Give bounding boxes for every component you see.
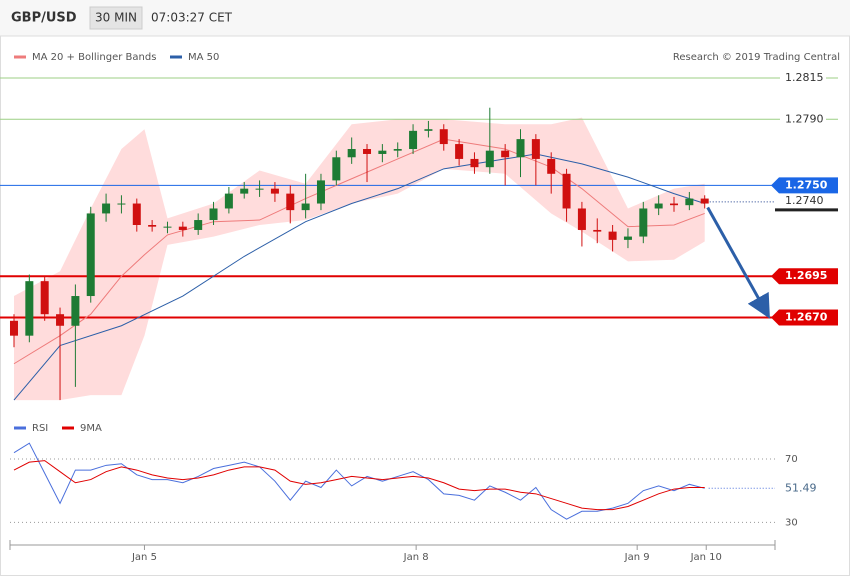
candle-body [286,193,295,211]
y-tick-label: 70 [785,454,798,465]
candle-body [178,226,187,230]
candle-body [117,203,126,205]
candle-body [301,203,310,211]
ma-line [13,153,705,401]
candle-body [378,150,387,154]
level-label: 1.2670 [785,311,828,324]
candle-body [501,150,510,158]
candle-body [700,198,709,204]
candle-body [516,139,525,158]
bollinger-band [13,117,705,401]
candle-body [455,144,464,159]
candle-body [639,208,648,237]
candle-body [547,158,556,174]
level-label: 1.2790 [785,112,824,125]
x-tick-label: Jan 8 [403,552,429,563]
candle-body [132,203,141,225]
x-tick-label: Jan 9 [624,552,650,563]
candle-body [608,231,617,240]
candle-body [562,173,571,209]
candle-body [163,226,172,228]
clock: 07:03:27 CET [151,11,233,25]
candle-body [270,188,279,194]
level-label-box [771,177,838,194]
candle-body [685,198,694,206]
candle-body [56,314,65,326]
candle-body [623,236,632,240]
candle-body [9,320,18,336]
candle-body [102,203,111,214]
x-tick-label: Jan 5 [131,552,157,563]
legend-label: MA 50 [188,52,219,63]
indicator-line [13,442,705,520]
candle-body [148,225,157,227]
candle-body [593,229,602,232]
level-label-bg [780,70,826,85]
level-label: 1.2815 [785,71,824,84]
level-label-bg [780,112,826,127]
candle-body [439,129,448,145]
candle-body [86,213,95,297]
candle-body [654,203,663,209]
symbol: GBP/USD [11,11,77,26]
indicator-line [13,460,705,511]
timeframe: 30 MIN [95,11,137,25]
candle-body [224,193,233,209]
candle-body [531,139,540,159]
candle-body [409,130,418,150]
candle-body [240,188,249,194]
last-value-label: 51.49 [785,481,817,494]
candle-body [316,180,325,204]
candle-body [347,149,356,158]
candle-body [393,149,402,151]
credit: Research © 2019 Trading Central [673,52,840,63]
level-label: 1.2740 [785,194,824,207]
ma-line [13,138,705,365]
candle-body [71,296,80,326]
legend-label: RSI [32,423,48,434]
candle-body [577,208,586,230]
candle-body [255,188,264,190]
candle-body [485,150,494,168]
x-tick-label: Jan 10 [690,552,722,563]
y-tick-label: 30 [785,517,798,528]
candle-body [194,220,203,230]
candle-body [470,158,479,168]
candle-body [332,157,341,181]
legend-label: 9MA [80,423,102,434]
candle-body [363,149,372,154]
forecast-arrow [706,206,770,319]
level-label: 1.2695 [785,269,827,282]
candle-body [40,281,49,315]
candle-body [670,203,679,206]
candle-body [209,208,218,221]
timeframe-box [89,6,143,30]
candle-body [25,281,34,336]
level-label-box [771,268,838,285]
candle-body [424,129,433,131]
legend-label: MA 20 + Bollinger Bands [32,52,156,63]
level-label: 1.2750 [785,178,828,191]
level-label-box [771,309,838,326]
